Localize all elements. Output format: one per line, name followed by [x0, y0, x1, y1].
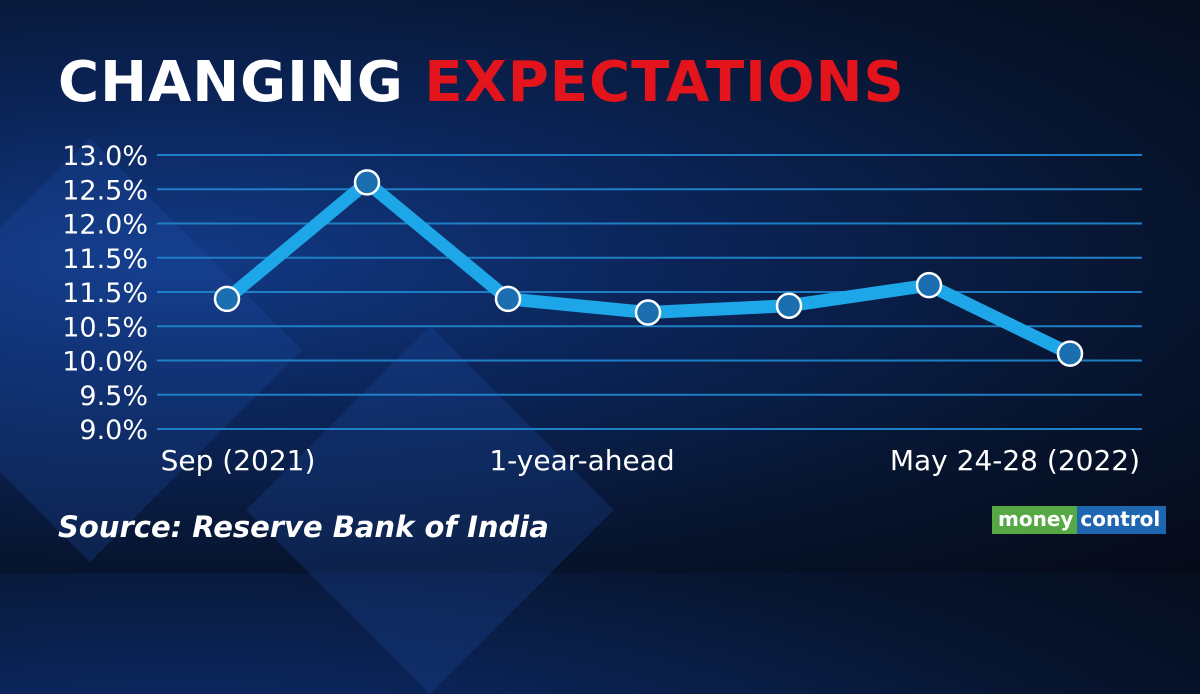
moneycontrol-logo: money control	[992, 506, 1167, 534]
data-point	[915, 271, 943, 299]
data-point	[494, 285, 522, 313]
y-tick-label: 13.0%	[62, 141, 148, 172]
data-point	[775, 292, 803, 319]
y-tick-label: 12.5%	[62, 175, 148, 206]
data-point	[353, 169, 381, 196]
data-point	[1056, 340, 1084, 367]
source-note: Source: Reserve Bank of India	[58, 510, 549, 544]
y-tick-label: 10.0%	[62, 347, 148, 378]
line-chart: 13.0%12.5%12.0%11.5%11.5%10.5%10.0%9.5%9…	[62, 141, 1142, 477]
series-line	[222, 175, 1073, 360]
y-tick-label: 11.5%	[62, 244, 148, 275]
y-tick-label: 9.5%	[79, 381, 148, 412]
y-tick-label: 11.5%	[62, 278, 148, 309]
x-tick-label: 1-year-ahead	[489, 444, 674, 477]
data-point	[634, 299, 662, 326]
x-tick-label: Sep (2021)	[161, 444, 316, 477]
y-tick-label: 12.0%	[62, 210, 148, 241]
x-tick-label: May 24-28 (2022)	[890, 444, 1140, 477]
data-point	[213, 285, 241, 313]
y-tick-label: 10.5%	[62, 312, 148, 343]
chart-title: CHANGING EXPECTATIONS	[58, 50, 905, 115]
y-tick-label: 9.0%	[79, 415, 148, 446]
